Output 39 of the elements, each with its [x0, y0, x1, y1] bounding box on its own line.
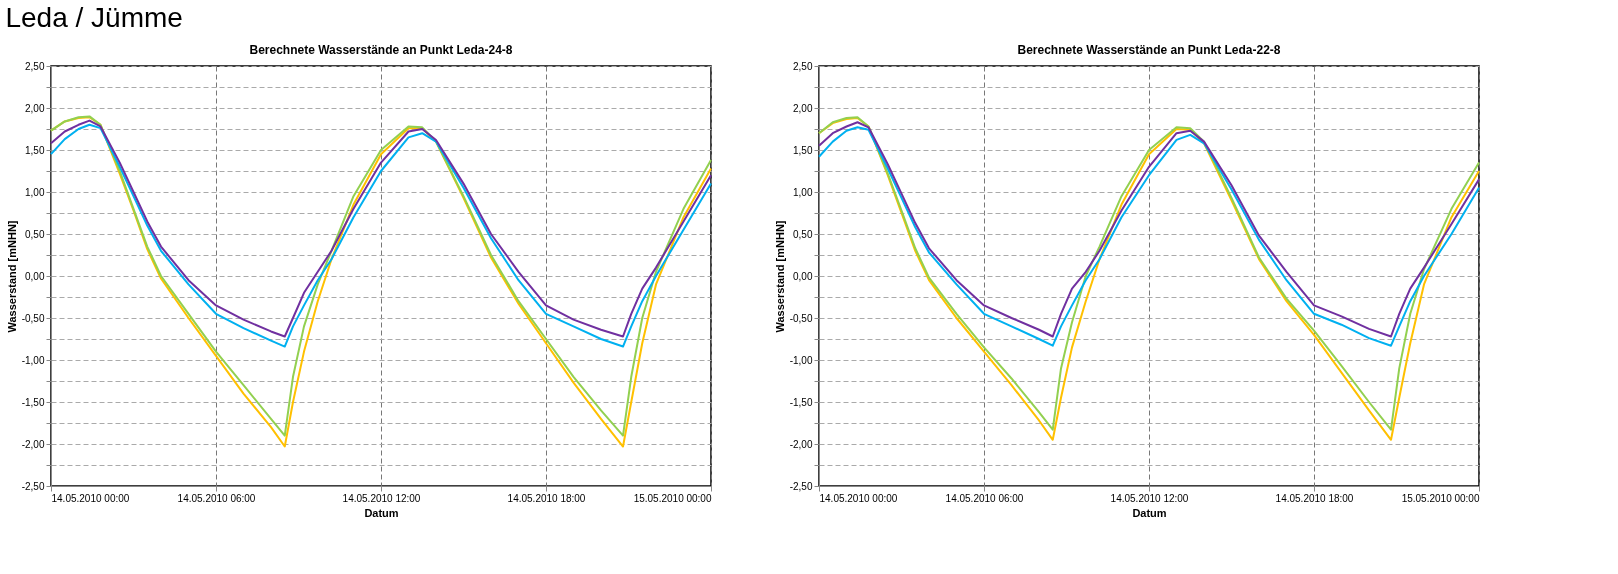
- x-axis-title: Datum: [1132, 506, 1167, 519]
- y-tick-label: 2,00: [793, 102, 813, 114]
- y-tick-label: 1,00: [793, 186, 813, 198]
- y-tick-label: 0,50: [25, 228, 45, 240]
- y-tick-label: -0,50: [21, 312, 45, 324]
- y-tick-label: 0,00: [793, 270, 813, 282]
- x-tick-label: 14.05.2010 18:00: [1275, 492, 1354, 504]
- x-tick-label: 14.05.2010 12:00: [342, 492, 421, 504]
- x-tick-label: 14.05.2010 00:00: [819, 492, 898, 504]
- y-tick-label: -1,50: [789, 396, 813, 408]
- chart-title: Berechnete Wasserstände an Punkt Leda-22-8: [1017, 43, 1281, 57]
- y-tick-label: -1,00: [789, 354, 813, 366]
- x-axis-title: Datum: [364, 506, 399, 519]
- y-tick-label: -1,50: [21, 396, 45, 408]
- x-tick-label: 14.05.2010 12:00: [1110, 492, 1189, 504]
- text: Leda / Jümme: [5, 2, 183, 34]
- y-tick-label: -2,50: [789, 480, 813, 492]
- y-tick-label: -2,50: [21, 480, 45, 492]
- y-axis-title: Wasserstand [mNHN]: [773, 220, 786, 333]
- chart-title: Berechnete Wasserstände an Punkt Leda-24-8: [249, 43, 513, 57]
- y-tick-label: 1,00: [25, 186, 45, 198]
- y-tick-label: -2,00: [789, 438, 813, 450]
- x-tick-label: 14.05.2010 18:00: [507, 492, 586, 504]
- y-tick-label: 2,00: [25, 102, 45, 114]
- x-tick-label: 14.05.2010 06:00: [945, 492, 1024, 504]
- y-tick-label: 2,50: [25, 60, 45, 72]
- x-tick-label: 15.05.2010 00:00: [1401, 492, 1480, 504]
- y-tick-label: -1,00: [21, 354, 45, 366]
- x-tick-label: 14.05.2010 00:00: [51, 492, 130, 504]
- x-tick-label: 14.05.2010 06:00: [177, 492, 256, 504]
- y-tick-label: -0,50: [789, 312, 813, 324]
- y-axis-title: Wasserstand [mNHN]: [5, 220, 18, 333]
- y-tick-label: 0,50: [793, 228, 813, 240]
- y-tick-label: 2,50: [793, 60, 813, 72]
- x-tick-label: 15.05.2010 00:00: [633, 492, 712, 504]
- y-tick-label: 0,00: [25, 270, 45, 282]
- y-tick-label: 1,50: [793, 144, 813, 156]
- y-tick-label: -2,00: [21, 438, 45, 450]
- y-tick-label: 1,50: [25, 144, 45, 156]
